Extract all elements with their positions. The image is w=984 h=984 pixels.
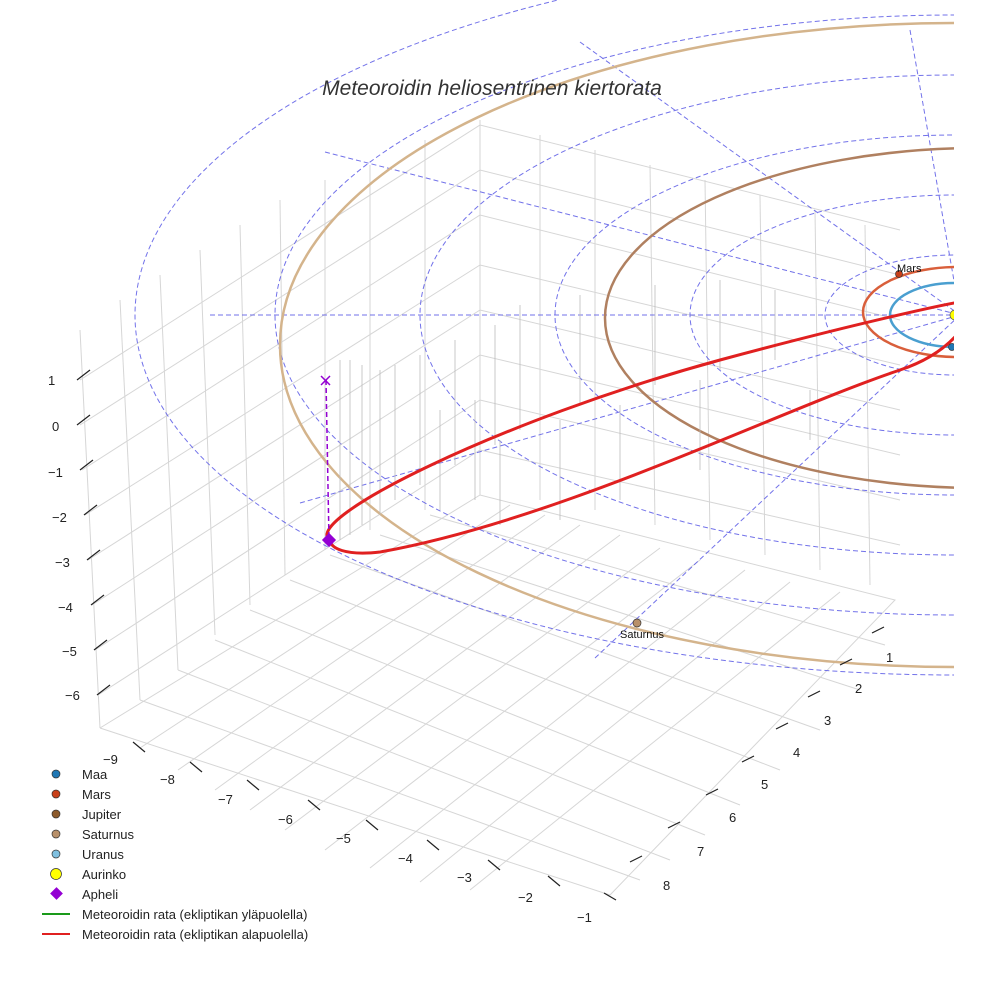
- legend: Maa Mars Jupiter Saturnus Uranus Aurinko Aphel…: [40, 764, 308, 944]
- maa-label: Maa: [955, 341, 977, 353]
- legend-label: Uranus: [82, 846, 124, 862]
- ecliptic-reference-circles: [134, 0, 954, 676]
- saturnus-label: Saturnus: [620, 629, 665, 641]
- x-tick-label: −5: [336, 831, 351, 846]
- z-tick-label: −6: [65, 688, 80, 703]
- mars-orbit: [861, 265, 954, 359]
- legend-item[interactable]: Meteoroidin rata (ekliptikan yläpuolella…: [40, 904, 308, 924]
- legend-symbol: [40, 884, 82, 904]
- y-tick-label: 6: [729, 810, 736, 825]
- x-tick-label: −8: [160, 772, 175, 787]
- axis-tick-marks: [76, 369, 885, 901]
- y-tick-label: 8: [663, 878, 670, 893]
- x-tick-label: −2: [518, 890, 533, 905]
- legend-symbol: [40, 844, 82, 864]
- aphelion-projection-x: [320, 375, 331, 386]
- legend-label: Meteoroidin rata (ekliptikan alapuolella…: [82, 926, 309, 942]
- legend-label: Meteoroidin rata (ekliptikan yläpuolella…: [82, 906, 308, 922]
- y-tick-label: 5: [761, 777, 768, 792]
- x-tick-label: −7: [218, 792, 233, 807]
- mars-marker: [895, 270, 903, 278]
- z-tick-label: −2: [52, 510, 67, 525]
- legend-item[interactable]: Saturnus: [40, 824, 308, 844]
- z-tick-label: −5: [62, 644, 77, 659]
- legend-label: Aurinko: [82, 866, 127, 882]
- y-tick-label: 4: [793, 745, 800, 760]
- y-tick-label: 7: [697, 844, 704, 859]
- x-tick-label: −9: [103, 752, 118, 767]
- legend-symbol: [40, 924, 82, 944]
- saturnus-orbit: [278, 21, 954, 669]
- aurinko-marker: [949, 309, 954, 321]
- legend-item[interactable]: Meteoroidin rata (ekliptikan alapuolella…: [40, 924, 308, 944]
- meteoroid-trajectory-below: [325, 301, 954, 555]
- legend-item[interactable]: Jupiter: [40, 804, 308, 824]
- x-tick-label: −1: [577, 910, 592, 925]
- aphelion-stem: [325, 379, 330, 541]
- z-tick-label: −4: [58, 600, 73, 615]
- chart-title: Meteoroidin heliosentrinen kiertorata: [322, 77, 662, 100]
- maa-orbit: [888, 281, 954, 349]
- legend-item[interactable]: Apheli: [40, 884, 308, 904]
- y-axis-ticks: 1 2 3 4 5 6 7 8: [663, 650, 893, 893]
- legend-label: Jupiter: [82, 806, 122, 822]
- legend-symbol: [40, 824, 82, 844]
- legend-symbol: [40, 764, 82, 784]
- maa-marker: [948, 343, 954, 351]
- z-axis-ticks: 1 0 −1 −2 −3 −4 −5 −6: [48, 373, 80, 703]
- z-tick-label: −1: [48, 465, 63, 480]
- x-tick-label: −3: [457, 870, 472, 885]
- x-tick-label: −6: [278, 812, 293, 827]
- jupiter-orbit: [603, 147, 954, 489]
- z-tick-label: −3: [55, 555, 70, 570]
- saturnus-marker: [632, 618, 642, 628]
- z-tick-label: 0: [52, 419, 59, 434]
- x-axis-ticks: −9 −8 −7 −6 −5 −4 −3 −2 −1: [103, 752, 592, 925]
- mars-label: Mars: [897, 263, 922, 275]
- meteoroid-drop-lines: [339, 280, 811, 540]
- x-tick-label: −4: [398, 851, 413, 866]
- legend-label: Maa: [82, 766, 108, 782]
- legend-symbol: [40, 804, 82, 824]
- y-tick-label: 1: [886, 650, 893, 665]
- legend-label: Mars: [82, 786, 111, 802]
- legend-label: Saturnus: [82, 826, 135, 842]
- legend-symbol: [40, 904, 82, 924]
- y-tick-label: 2: [855, 681, 862, 696]
- z-tick-label: 1: [48, 373, 55, 388]
- grid-lines: [79, 120, 901, 896]
- legend-symbol: [40, 864, 82, 884]
- legend-symbol: [40, 784, 82, 804]
- legend-item[interactable]: Maa: [40, 764, 308, 784]
- legend-item[interactable]: Uranus: [40, 844, 308, 864]
- legend-label: Apheli: [82, 886, 119, 902]
- aphelion-marker: [321, 532, 337, 548]
- legend-item[interactable]: Aurinko: [40, 864, 308, 884]
- legend-item[interactable]: Mars: [40, 784, 308, 804]
- y-tick-label: 3: [824, 713, 831, 728]
